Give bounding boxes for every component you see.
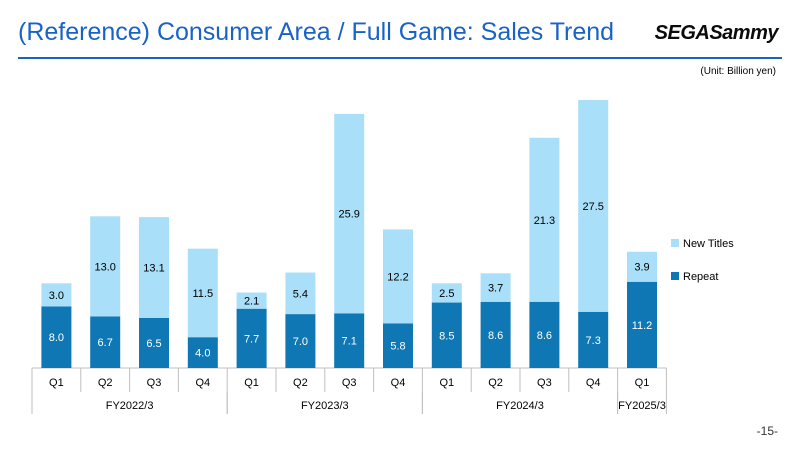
data-label-new-titles: 3.0 — [49, 290, 64, 302]
x-tick-label: Q4 — [391, 377, 406, 389]
bar-repeat — [529, 301, 560, 368]
bar-new-titles — [578, 100, 609, 312]
data-label-new-titles: 13.0 — [94, 261, 115, 273]
x-tick-label: Q1 — [439, 377, 454, 389]
bar-new-titles — [187, 248, 218, 338]
x-tick-label: Q3 — [147, 377, 162, 389]
bar-new-titles — [529, 137, 560, 302]
data-label-new-titles: 11.5 — [193, 288, 214, 300]
fiscal-year-label: FY2023/3 — [301, 400, 349, 412]
x-tick-label: Q3 — [342, 377, 357, 389]
data-label-repeat: 7.1 — [342, 336, 357, 348]
bar-new-titles — [139, 217, 169, 318]
data-label-repeat: 8.5 — [439, 330, 454, 342]
data-label-new-titles: 3.7 — [488, 283, 503, 295]
bar-new-titles — [334, 113, 365, 314]
data-label-repeat: 8.6 — [537, 330, 552, 342]
bar-new-titles — [285, 272, 316, 315]
data-label-repeat: 7.0 — [293, 336, 308, 348]
data-label-new-titles: 13.1 — [143, 263, 164, 275]
data-label-repeat: 7.3 — [586, 335, 601, 347]
bar-repeat — [90, 316, 121, 368]
bar-repeat — [334, 313, 365, 368]
x-tick-label: Q1 — [635, 377, 650, 389]
legend-swatch-new-titles — [671, 239, 679, 247]
page-title: (Reference) Consumer Area / Full Game: S… — [18, 18, 615, 46]
bar-repeat — [383, 323, 413, 368]
title-divider — [18, 57, 782, 59]
legend-swatch-repeat — [671, 272, 679, 280]
page-number: -15- — [756, 424, 778, 438]
data-label-repeat: 6.7 — [98, 337, 113, 349]
bar-repeat — [285, 314, 316, 368]
bar-repeat — [236, 308, 267, 368]
unit-note: (Unit: Billion yen) — [700, 66, 776, 77]
x-tick-label: Q3 — [537, 377, 552, 389]
data-label-new-titles: 12.2 — [387, 271, 408, 283]
bar-repeat — [627, 281, 657, 368]
data-label-repeat: 4.0 — [195, 348, 210, 360]
x-tick-label: Q2 — [293, 377, 308, 389]
bar-repeat — [480, 301, 511, 368]
data-label-new-titles: 5.4 — [293, 288, 308, 300]
data-label-repeat: 8.6 — [488, 330, 503, 342]
bar-repeat — [139, 317, 169, 368]
x-tick-label: Q2 — [98, 377, 113, 389]
bar-new-titles — [236, 292, 267, 309]
bar-new-titles — [41, 283, 72, 307]
bar-repeat — [431, 302, 462, 368]
data-label-repeat: 7.7 — [244, 333, 259, 345]
fiscal-year-label: FY2024/3 — [496, 400, 544, 412]
data-label-new-titles: 3.9 — [634, 262, 649, 274]
data-label-new-titles: 2.1 — [244, 296, 259, 308]
bar-repeat — [187, 337, 218, 368]
bar-new-titles — [383, 229, 413, 324]
fiscal-year-label: FY2025/3 — [618, 400, 666, 412]
x-tick-label: Q1 — [49, 377, 64, 389]
fiscal-year-label: FY2022/3 — [106, 400, 154, 412]
x-tick-label: Q4 — [195, 377, 210, 389]
legend-label-repeat: Repeat — [683, 271, 718, 283]
data-label-new-titles: 25.9 — [338, 209, 359, 221]
bar-repeat — [41, 306, 72, 368]
data-label-new-titles: 21.3 — [534, 215, 555, 227]
bar-new-titles — [480, 273, 511, 302]
sega-sammy-logo: SEGASammy — [654, 22, 779, 44]
data-label-repeat: 8.0 — [49, 332, 64, 344]
bar-new-titles — [90, 216, 121, 317]
legend-label-new-titles: New Titles — [683, 238, 734, 250]
data-label-repeat: 5.8 — [390, 341, 405, 353]
bar-new-titles — [627, 251, 657, 282]
bar-repeat — [578, 311, 609, 368]
x-tick-label: Q1 — [244, 377, 259, 389]
bar-new-titles — [431, 283, 462, 303]
data-label-new-titles: 27.5 — [582, 201, 603, 213]
data-label-repeat: 6.5 — [146, 338, 161, 350]
x-tick-label: Q4 — [586, 377, 601, 389]
data-label-new-titles: 2.5 — [439, 288, 454, 300]
x-tick-label: Q2 — [488, 377, 503, 389]
data-label-repeat: 11.2 — [632, 320, 653, 332]
